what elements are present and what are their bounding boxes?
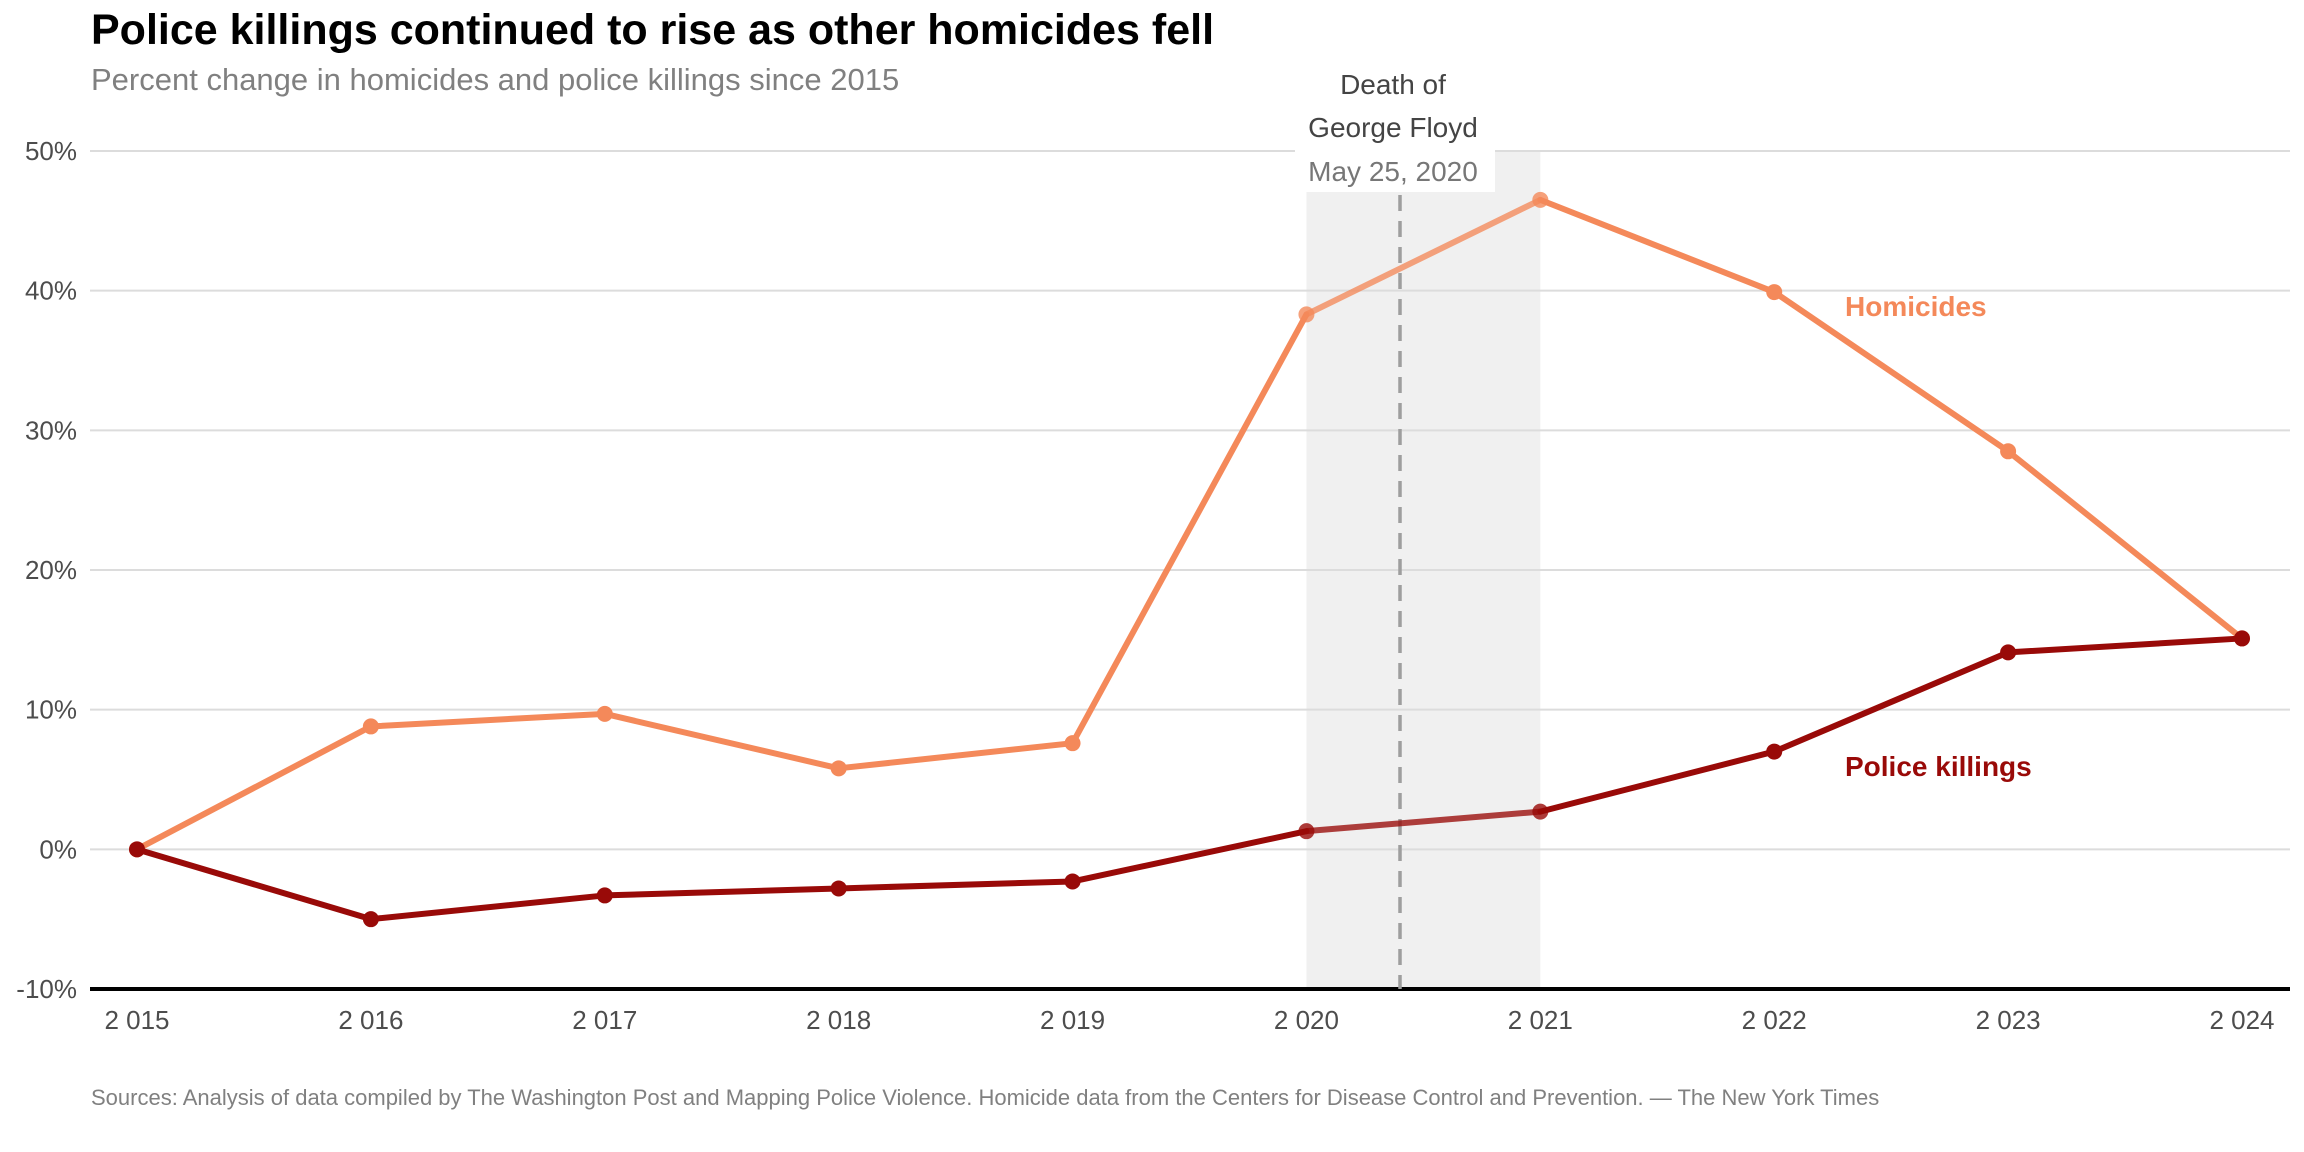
annotation-date: May 25, 2020 — [1308, 156, 1478, 187]
police-killings-point — [2234, 630, 2250, 647]
y-tick-label: 0% — [39, 834, 77, 864]
police-killings-label: Police killings — [1845, 751, 2032, 782]
x-tick-label: 2 018 — [806, 1005, 871, 1035]
police-killings-point — [2000, 644, 2017, 661]
x-tick-label: 2 019 — [1040, 1005, 1105, 1035]
y-tick-label: 30% — [25, 415, 77, 445]
homicides-point — [830, 760, 847, 777]
police-killings-segment — [1537, 748, 1778, 815]
police-killings-segment — [2005, 635, 2245, 656]
homicides-segment — [835, 740, 1076, 772]
homicides-segment — [1537, 196, 1778, 296]
x-tick-label: 2 021 — [1508, 1005, 1573, 1035]
annotation-line1: Death of — [1340, 69, 1446, 100]
homicides-point — [596, 705, 613, 722]
police-killings-segment — [134, 846, 374, 923]
police-killings-point — [129, 841, 145, 858]
police-killings-point — [1298, 823, 1315, 840]
police-killings-segment — [601, 885, 842, 899]
police-killings-point — [1766, 743, 1783, 760]
x-tick-label: 2 016 — [338, 1005, 403, 1035]
homicides-point — [2000, 443, 2017, 460]
homicides-segment — [1069, 311, 1310, 747]
annotation-date-background — [1295, 148, 1495, 192]
police-killings-point — [1064, 873, 1081, 890]
police-killings-point — [830, 880, 847, 897]
homicides-segment — [367, 710, 608, 730]
x-tick-label: 2 020 — [1274, 1005, 1339, 1035]
chart-subtitle: Percent change in homicides and police k… — [91, 62, 900, 97]
homicides-segment — [2005, 448, 2245, 642]
homicides-point — [362, 718, 379, 735]
police-killings-segment — [835, 878, 1076, 892]
police-killings-point — [362, 911, 379, 928]
y-tick-label: 40% — [25, 276, 77, 306]
x-tick-label: 2 022 — [1742, 1005, 1807, 1035]
x-tick-label: 2 017 — [572, 1005, 637, 1035]
homicides-segment — [1303, 196, 1544, 318]
x-tick-label: 2 023 — [1976, 1005, 2041, 1035]
homicides-segment — [601, 710, 842, 772]
homicides-point — [1064, 735, 1081, 752]
homicides-point — [1766, 284, 1783, 301]
source-note: Sources: Analysis of data compiled by Th… — [91, 1085, 1880, 1110]
chart-title: Police killings continued to rise as oth… — [91, 6, 1215, 54]
x-tick-label: 2 015 — [104, 1005, 169, 1035]
homicides-point — [1298, 306, 1315, 323]
police-killings-point — [1532, 803, 1549, 820]
homicides-segment — [1771, 289, 2012, 455]
police-killings-segment — [1303, 808, 1544, 835]
homicides-label: Homicides — [1845, 291, 1987, 322]
x-tick-label: 2 024 — [2209, 1005, 2274, 1035]
homicides-point — [1532, 191, 1549, 208]
police-killings-point — [596, 887, 613, 904]
y-tick-label: -10% — [16, 974, 77, 1004]
police-killings-segment — [1771, 649, 2012, 755]
police-killings-segment — [367, 892, 608, 923]
y-tick-label: 20% — [25, 555, 77, 585]
y-tick-label: 50% — [25, 136, 77, 166]
annotation-line2: George Floyd — [1308, 112, 1478, 143]
police-killings-segment — [1069, 828, 1310, 885]
homicides-segment — [134, 723, 374, 853]
y-tick-label: 10% — [25, 695, 77, 725]
